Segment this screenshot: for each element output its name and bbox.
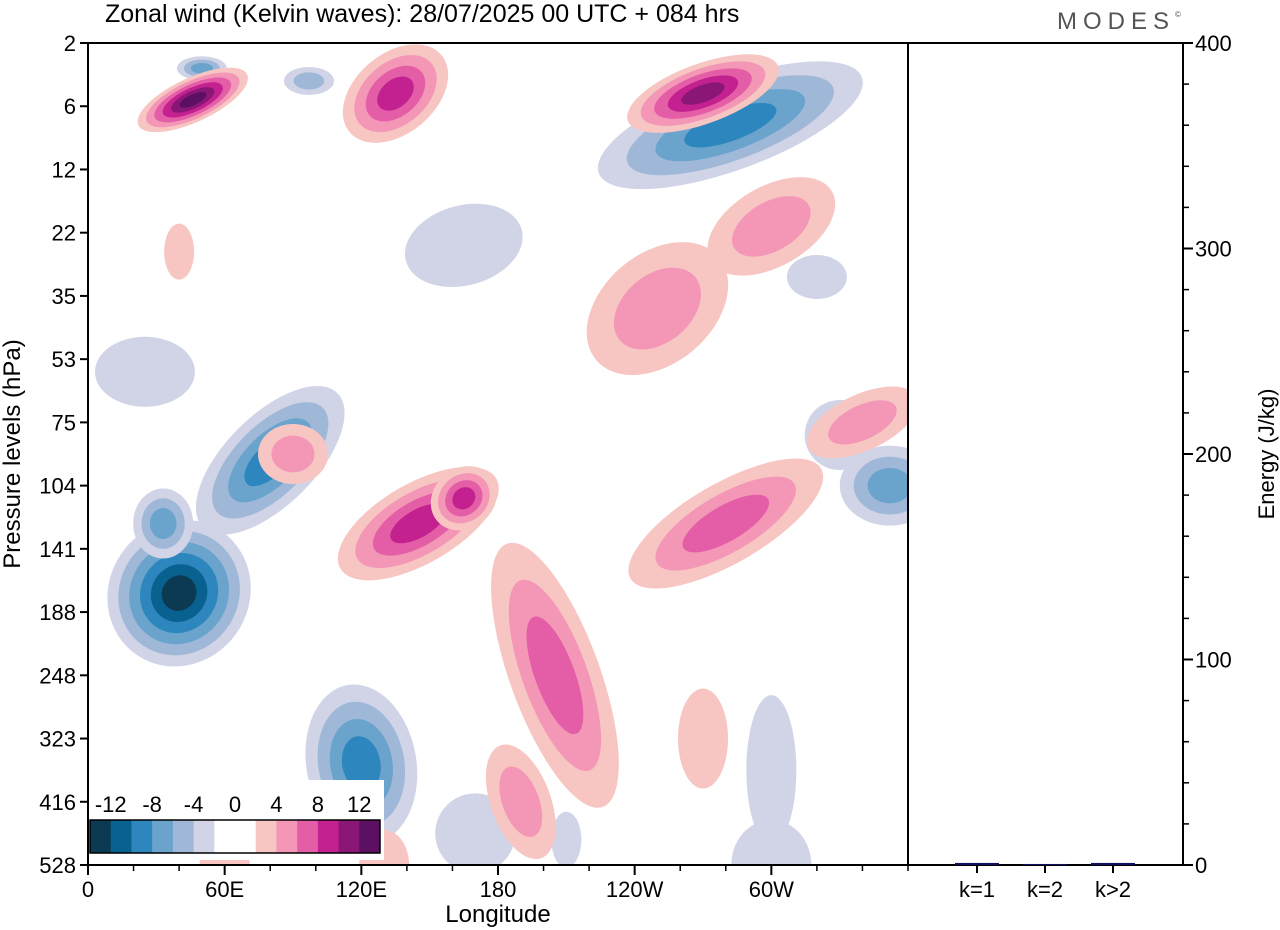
positive-wind-region xyxy=(732,196,811,257)
category-label: k=1 xyxy=(959,877,995,902)
energy-axis: 0 100 200 300 400 xyxy=(1183,31,1232,878)
negative-wind-region xyxy=(404,203,523,287)
y-tick-label: 188 xyxy=(39,600,76,625)
y-tick-label: 528 xyxy=(39,853,76,878)
negative-wind-region xyxy=(341,736,381,792)
wind-field xyxy=(94,44,908,865)
energy-bars: k=1 k=2 k>2 xyxy=(955,862,1135,902)
negative-wind-region xyxy=(684,102,777,148)
colorbar-label: 0 xyxy=(229,792,241,817)
category-label: k>2 xyxy=(1095,877,1131,902)
positive-wind-region xyxy=(164,223,195,280)
colorbar-swatch xyxy=(359,820,381,853)
energy-bar-3 xyxy=(1091,862,1135,865)
y-tick-label: 248 xyxy=(39,663,76,688)
energy-tick-label: 200 xyxy=(1195,442,1232,467)
x-axis-label: Longitude xyxy=(445,901,550,928)
x-tick-label: 120E xyxy=(336,877,387,902)
y-tick-label: 12 xyxy=(52,157,76,182)
modes-logo: MODES© xyxy=(1057,8,1181,36)
logo-mark: © xyxy=(1175,10,1181,19)
y-tick-label: 6 xyxy=(64,94,76,119)
positive-wind-region xyxy=(390,503,447,544)
y-tick-label: 104 xyxy=(39,474,76,499)
category-label: k=2 xyxy=(1027,877,1063,902)
x-tick-label: 180 xyxy=(480,877,517,902)
chart-title: Zonal wind (Kelvin waves): 28/07/2025 00… xyxy=(105,0,740,28)
colorbar-swatch xyxy=(235,820,257,853)
negative-wind-region xyxy=(94,336,195,407)
colorbar-label: -12 xyxy=(95,792,127,817)
energy-bar-2 xyxy=(1023,863,1067,865)
colorbar-swatch xyxy=(131,820,153,853)
energy-tick-label: 300 xyxy=(1195,237,1232,262)
negative-wind-region xyxy=(786,254,847,299)
y-axis: 2 6 12 22 35 53 75 104 141 188 248 323 416 528 xyxy=(39,31,88,878)
positive-wind-region xyxy=(179,92,207,108)
y-tick-label: 323 xyxy=(39,727,76,752)
x-tick-label: 60E xyxy=(205,877,244,902)
negative-wind-region xyxy=(867,467,908,504)
negative-wind-region xyxy=(551,811,582,865)
negative-wind-region xyxy=(190,62,213,74)
colorbar-swatch xyxy=(297,820,319,853)
colorbar-swatch xyxy=(338,820,360,853)
colorbar-swatch xyxy=(317,820,340,853)
positive-wind-region xyxy=(681,82,725,105)
colorbar-label: 4 xyxy=(270,792,282,817)
positive-wind-region xyxy=(271,435,315,473)
energy-tick-label: 400 xyxy=(1195,31,1232,56)
colorbar-swatch xyxy=(193,820,215,853)
y-tick-label: 2 xyxy=(64,31,76,56)
y-tick-label: 75 xyxy=(52,410,76,435)
y-axis-label: Pressure levels (hPa) xyxy=(0,339,26,568)
colorbar-swatch xyxy=(255,820,277,853)
y-tick-label: 141 xyxy=(39,537,76,562)
x-tick-label: 120W xyxy=(606,877,664,902)
colorbar-swatch xyxy=(172,820,195,853)
colorbar-swatch xyxy=(214,820,236,853)
colorbar-label: -4 xyxy=(184,792,204,817)
colorbar-swatch xyxy=(276,820,298,853)
y-tick-label: 35 xyxy=(52,284,76,309)
y-tick-label: 416 xyxy=(39,790,76,815)
positive-wind-region xyxy=(678,688,728,789)
colorbar-swatch xyxy=(152,820,174,853)
negative-wind-region xyxy=(293,72,325,90)
positive-wind-region xyxy=(499,766,543,838)
energy-axis-label: Energy (J/kg) xyxy=(1254,389,1279,520)
colorbar-frame xyxy=(89,819,381,854)
energy-tick-label: 0 xyxy=(1195,853,1207,878)
x-tick-label: 0 xyxy=(82,877,94,902)
logo-text: MODES xyxy=(1057,8,1176,35)
colorbar-swatch xyxy=(90,820,112,853)
negative-wind-region xyxy=(731,820,812,865)
positive-wind-region xyxy=(452,487,476,510)
colorbar-label: -8 xyxy=(142,792,162,817)
positive-wind-region xyxy=(828,400,897,445)
y-tick-label: 22 xyxy=(52,221,76,246)
energy-bar-1 xyxy=(955,862,999,865)
positive-wind-region xyxy=(613,267,701,350)
x-axis: 0 60E 120E 180 120W 60W xyxy=(82,865,909,902)
y-tick-label: 53 xyxy=(52,347,76,372)
colorbar-label: 8 xyxy=(312,792,324,817)
colorbar: -12 -8 -4 0 4 8 12 xyxy=(86,780,384,860)
energy-tick-label: 100 xyxy=(1195,648,1232,673)
colorbar-label: 12 xyxy=(347,792,371,817)
negative-wind-region xyxy=(149,507,177,540)
x-tick-label: 60W xyxy=(749,877,794,902)
negative-wind-region xyxy=(746,695,797,846)
colorbar-swatch xyxy=(110,820,132,853)
positive-wind-region xyxy=(526,616,584,735)
positive-wind-region xyxy=(377,76,414,111)
negative-wind-region xyxy=(161,575,197,611)
positive-wind-region xyxy=(682,494,770,553)
